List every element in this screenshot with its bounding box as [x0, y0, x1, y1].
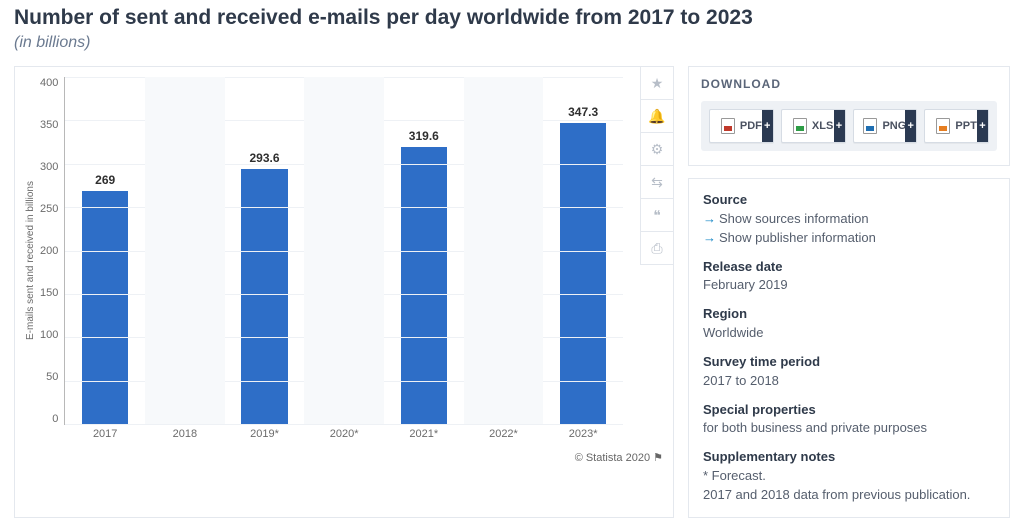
plus-icon: + — [905, 110, 916, 142]
download-title: DOWNLOAD — [701, 77, 997, 91]
plus-icon: + — [977, 110, 988, 142]
region-value: Worldwide — [703, 324, 995, 343]
png-file-icon — [863, 118, 877, 134]
y-tick: 150 — [40, 287, 58, 299]
show-sources-link[interactable]: →Show sources information — [703, 210, 995, 229]
print-icon[interactable]: ⎙ — [640, 231, 674, 265]
x-tick: 2021* — [384, 424, 464, 444]
supplementary-notes-value-2: 2017 and 2018 data from previous publica… — [703, 486, 995, 505]
bar-value-label: 269 — [65, 173, 145, 187]
special-properties-value: for both business and private purposes — [703, 419, 995, 438]
x-tick: 2018 — [145, 424, 225, 444]
y-tick: 0 — [52, 413, 58, 425]
special-properties-label: Special properties — [703, 401, 995, 420]
attribution: © Statista 2020 ⚑ — [25, 451, 663, 464]
bell-icon[interactable]: 🔔 — [640, 99, 674, 133]
download-label: PDF — [740, 120, 762, 132]
supplementary-notes-value-1: * Forecast. — [703, 467, 995, 486]
ppt-file-icon — [936, 118, 950, 134]
supplementary-notes-label: Supplementary notes — [703, 448, 995, 467]
share-icon[interactable]: ⇆ — [640, 165, 674, 199]
x-tick: 2019* — [225, 424, 305, 444]
plus-icon: + — [762, 110, 773, 142]
bar[interactable] — [401, 147, 447, 424]
download-label: XLS — [812, 120, 833, 132]
y-axis-ticks: 400 350 300 250 200 150 100 50 0 — [40, 77, 64, 445]
info-box: Source →Show sources information →Show p… — [688, 178, 1010, 518]
source-label: Source — [703, 191, 995, 210]
page-title: Number of sent and received e-mails per … — [14, 6, 1010, 30]
download-png-button[interactable]: PNG+ — [853, 109, 918, 143]
quote-icon[interactable]: ❝ — [640, 198, 674, 232]
y-tick: 250 — [40, 203, 58, 215]
download-label: PPT — [955, 120, 976, 132]
release-date-label: Release date — [703, 258, 995, 277]
y-tick: 200 — [40, 245, 58, 257]
download-pdf-button[interactable]: PDF+ — [709, 109, 774, 143]
y-axis-label: E-mails sent and received in billions — [25, 77, 36, 445]
download-ppt-button[interactable]: PPT+ — [924, 109, 989, 143]
bar[interactable] — [560, 123, 606, 424]
release-date-value: February 2019 — [703, 276, 995, 295]
download-box: DOWNLOAD PDF+XLS+PNG+PPT+ — [688, 66, 1010, 166]
page-subtitle: (in billions) — [14, 34, 1010, 52]
y-tick: 300 — [40, 161, 58, 173]
bar[interactable] — [82, 191, 128, 424]
x-tick: 2017 — [65, 424, 145, 444]
survey-period-label: Survey time period — [703, 353, 995, 372]
download-xls-button[interactable]: XLS+ — [781, 109, 846, 143]
download-label: PNG — [882, 120, 906, 132]
star-icon[interactable]: ★ — [640, 66, 674, 100]
show-publisher-link[interactable]: →Show publisher information — [703, 229, 995, 248]
xls-file-icon — [793, 118, 807, 134]
region-label: Region — [703, 305, 995, 324]
chart-panel: ★ 🔔 ⚙ ⇆ ❝ ⎙ E-mails sent and received in… — [14, 66, 674, 518]
pdf-file-icon — [721, 118, 735, 134]
bar-value-label: 347.3 — [543, 105, 623, 119]
flag-icon: ⚑ — [653, 452, 663, 464]
chart-toolbar: ★ 🔔 ⚙ ⇆ ❝ ⎙ — [640, 66, 674, 264]
y-tick: 350 — [40, 119, 58, 131]
survey-period-value: 2017 to 2018 — [703, 372, 995, 391]
x-tick: 2020* — [304, 424, 384, 444]
y-tick: 100 — [40, 329, 58, 341]
y-tick: 400 — [40, 77, 58, 89]
bar-value-label: 319.6 — [384, 129, 464, 143]
plus-icon: + — [834, 110, 845, 142]
x-tick: 2023* — [543, 424, 623, 444]
bar-chart: 269281.1293.6306.4319.6333.2347.3 201720… — [64, 77, 623, 425]
x-tick: 2022* — [464, 424, 544, 444]
gear-icon[interactable]: ⚙ — [640, 132, 674, 166]
y-tick: 50 — [46, 371, 58, 383]
